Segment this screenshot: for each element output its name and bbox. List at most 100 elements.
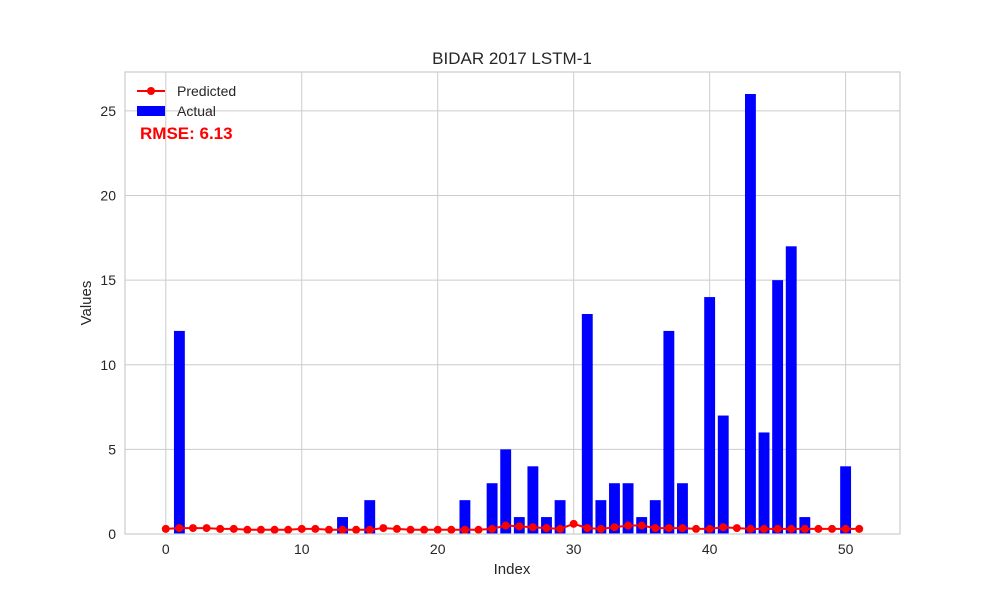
predicted-point [488, 524, 497, 533]
predicted-point [637, 521, 646, 530]
plot-frame [124, 71, 901, 535]
legend-actual-label: Actual [177, 103, 216, 119]
legend-predicted-label: Predicted [177, 83, 236, 99]
actual-bar [364, 500, 376, 534]
actual-bar [486, 483, 498, 534]
predicted-point [175, 524, 184, 533]
actual-bars [173, 94, 852, 535]
predicted-point [814, 524, 823, 533]
actual-bar [554, 500, 566, 534]
predicted-point [787, 524, 796, 533]
actual-bar [500, 449, 512, 534]
plot-background [125, 72, 900, 534]
predicted-point [338, 525, 347, 534]
actual-bar [758, 432, 770, 534]
x-tick-label: 40 [702, 541, 718, 557]
actual-bar [527, 466, 539, 534]
predicted-series-line [165, 522, 860, 531]
predicted-point [202, 524, 211, 533]
y-tick-label: 25 [100, 103, 116, 119]
predicted-point [256, 525, 265, 534]
predicted-point [841, 524, 850, 533]
predicted-point [528, 523, 537, 532]
y-tick-label: 5 [108, 441, 116, 457]
predicted-point [474, 525, 483, 534]
legend-predicted-marker [147, 87, 155, 95]
y-tick-labels: 0 5 10 15 20 25 [100, 103, 116, 542]
predicted-point [420, 525, 429, 534]
predicted-point [719, 523, 728, 532]
predicted-point [569, 519, 578, 528]
predicted-point [284, 525, 293, 534]
actual-bar [581, 314, 593, 534]
x-tick-label: 30 [566, 541, 582, 557]
predicted-point [664, 524, 673, 533]
predicted-point [229, 524, 238, 533]
predicted-point [692, 524, 701, 533]
predicted-point [800, 524, 809, 533]
predicted-point [651, 524, 660, 533]
predicted-point [542, 524, 551, 533]
predicted-point [855, 524, 864, 533]
x-tick-labels: 0 10 20 30 40 50 [162, 541, 854, 557]
x-tick-label: 50 [838, 541, 854, 557]
legend-actual-swatch [137, 106, 165, 116]
actual-bar [785, 246, 797, 535]
predicted-point [583, 524, 592, 533]
rmse-annotation: RMSE: 6.13 [140, 124, 233, 143]
legend: Predicted Actual [137, 83, 236, 119]
predicted-point [365, 525, 374, 534]
actual-bar [649, 500, 661, 534]
actual-bar [337, 517, 348, 534]
actual-bar [663, 330, 675, 534]
predicted-point [297, 524, 306, 533]
predicted-point [501, 521, 510, 530]
predicted-point [433, 525, 442, 534]
predicted-point [406, 525, 415, 534]
chart-title: BIDAR 2017 LSTM-1 [432, 49, 592, 68]
actual-bar [745, 94, 756, 534]
x-tick-label: 10 [294, 541, 310, 557]
actual-bar [173, 330, 185, 534]
predicted-point [324, 525, 333, 534]
y-tick-label: 0 [108, 526, 116, 542]
x-axis-label: Index [494, 561, 531, 578]
predicted-point [705, 524, 714, 533]
y-axis-label: Values [78, 281, 95, 326]
predicted-point [447, 525, 456, 534]
actual-bar [459, 500, 471, 534]
predicted-point [828, 524, 837, 533]
predicted-point [596, 524, 605, 533]
predicted-point [746, 524, 755, 533]
y-tick-label: 20 [100, 188, 116, 204]
predicted-point [352, 525, 361, 534]
predicted-point [624, 521, 633, 530]
actual-bar [609, 483, 620, 534]
predicted-point [515, 522, 524, 531]
predicted-point [188, 524, 197, 533]
actual-bar [622, 483, 634, 534]
predicted-point [773, 524, 782, 533]
predicted-point [161, 524, 170, 533]
predicted-point [379, 524, 388, 533]
predicted-point [732, 524, 741, 533]
y-tick-label: 15 [100, 272, 116, 288]
predicted-point [678, 524, 687, 533]
x-tick-label: 20 [430, 541, 446, 557]
x-tick-label: 0 [162, 541, 170, 557]
actual-bar [595, 500, 607, 534]
actual-bar [772, 280, 784, 534]
y-tick-label: 10 [100, 357, 116, 373]
predicted-point [460, 525, 469, 534]
predicted-point [610, 523, 619, 532]
predicted-point [760, 524, 769, 533]
predicted-point [392, 524, 401, 533]
predicted-point [270, 525, 279, 534]
actual-bar [704, 297, 716, 534]
predicted-point [311, 524, 320, 533]
predicted-point [216, 524, 225, 533]
actual-bar [717, 415, 729, 534]
actual-bar [677, 483, 688, 534]
predicted-point [556, 524, 565, 533]
